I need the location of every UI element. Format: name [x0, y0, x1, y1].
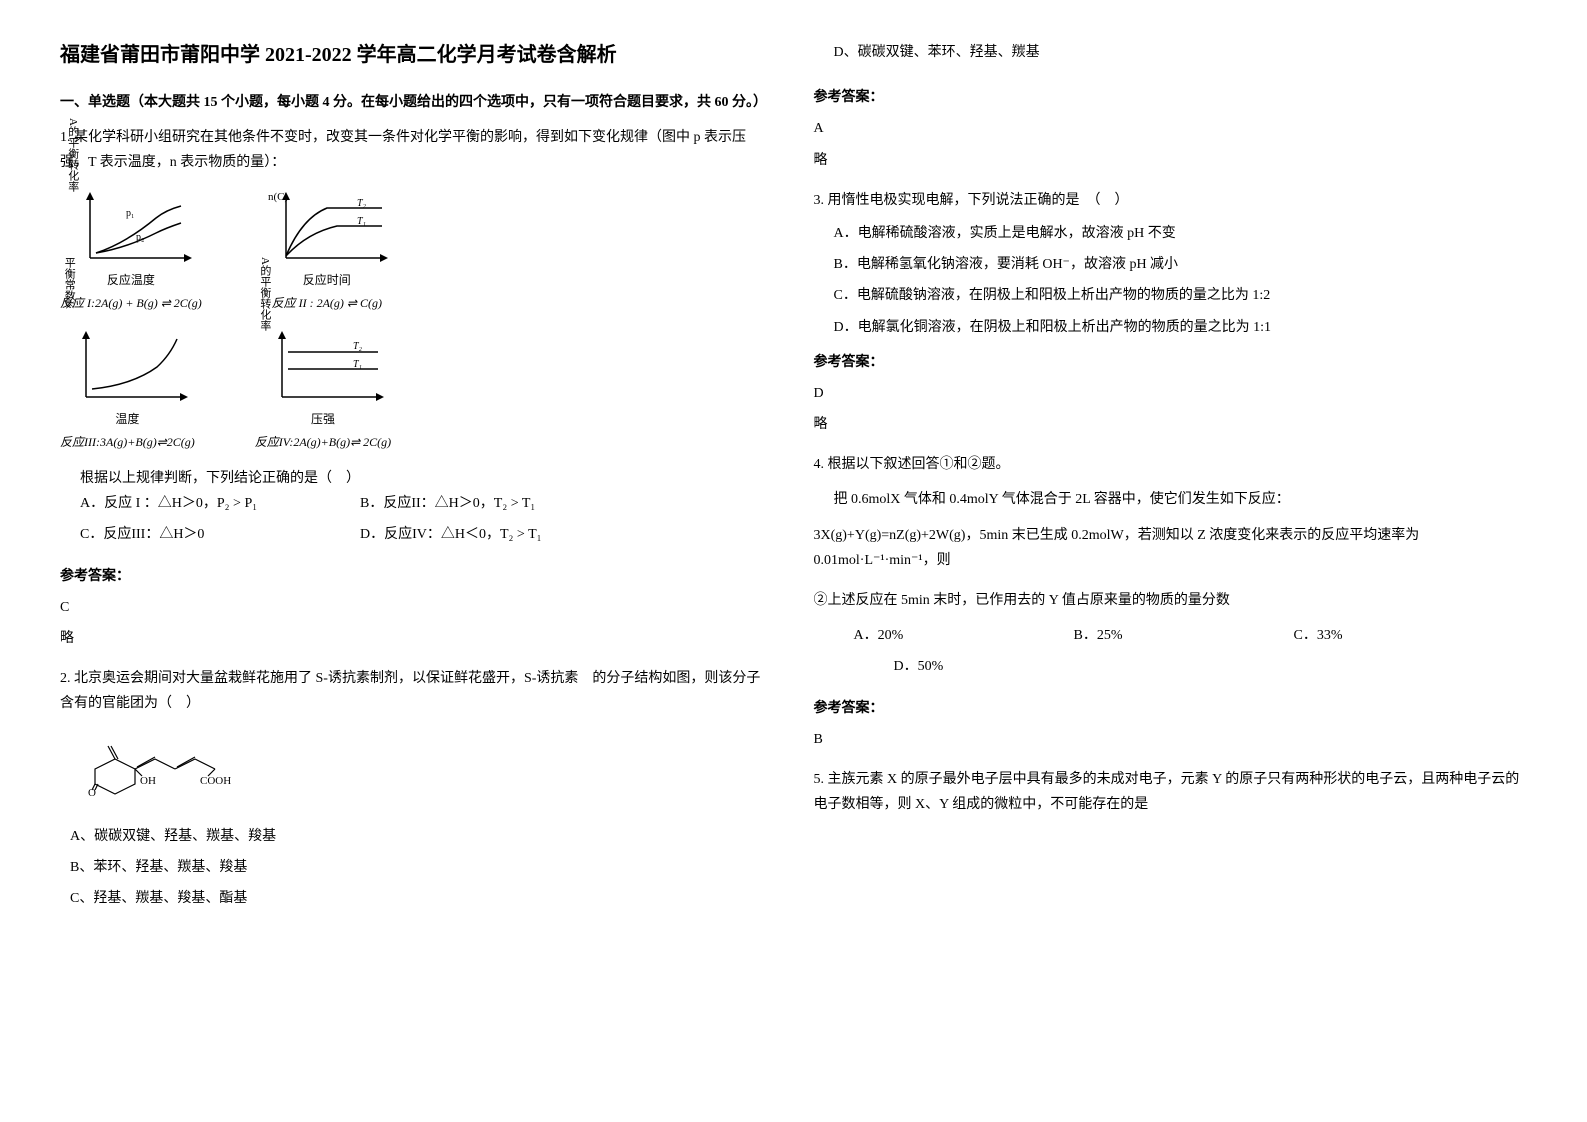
q2-optA: A、碳碳双键、羟基、羰基、羧基 [70, 824, 774, 849]
svg-text:T₁: T₁ [353, 359, 362, 370]
svg-text:OH: OH [140, 775, 156, 787]
q1-fig1: p₁ p₂ A的平衡转化率 反应温度 反应 I:2A(g) + B(g) ⇌ 2… [60, 188, 202, 315]
question-5: 5. 主族元素 X 的原子最外电子层中具有最多的未成对电子，元素 Y 的原子只有… [814, 767, 1528, 817]
q4-optB: B．25% [1074, 623, 1254, 648]
svg-text:T₁: T₁ [357, 216, 366, 227]
svg-text:T₂: T₂ [357, 198, 367, 209]
fig1-ylabel: A的平衡转化率 [62, 118, 82, 192]
fig2-svg: T₂ T₁ n(C) [262, 188, 392, 268]
q4-sub2: 3X(g)+Y(g)=nZ(g)+2W(g)，5min 末已生成 0.2molW… [814, 523, 1528, 573]
fig1-svg: p₁ p₂ [66, 188, 196, 268]
fig3-ylabel: 平衡常数K [58, 257, 78, 309]
svg-text:n(C): n(C) [268, 191, 289, 203]
q1-optB: B．反应II：△H＞0，T₂ > T₁ [360, 491, 600, 516]
fig2-caption: 反应 II : 2A(g) ⇌ C(g) [272, 293, 382, 315]
fig3-xlabel: 温度 [115, 409, 139, 431]
q3-text: 3. 用惰性电极实现电解，下列说法正确的是 （ ） [814, 188, 1528, 213]
q2-optC: C、羟基、羰基、羧基、酯基 [70, 886, 774, 911]
question-2: 2. 北京奥运会期间对大量盆栽鲜花施用了 S-诱抗素制剂，以保证鲜花盛开，S-诱… [60, 666, 774, 911]
left-column: 福建省莆田市莆阳中学 2021-2022 学年高二化学月考试卷含解析 一、单选题… [60, 40, 774, 926]
q4-text: 4. 根据以下叙述回答①和②题。 [814, 452, 1528, 477]
q4-sub3: ②上述反应在 5min 末时，已作用去的 Y 值占原来量的物质的量分数 [814, 588, 1528, 613]
q1-optD: D．反应IV：△H＜0，T₂ > T₁ [360, 522, 600, 547]
fig1-caption: 反应 I:2A(g) + B(g) ⇌ 2C(g) [60, 293, 202, 315]
fig4-caption: 反应IV:2A(g)+B(g)⇌ 2C(g) [255, 432, 391, 454]
q2-optB: B、苯环、羟基、羰基、羧基 [70, 855, 774, 880]
svg-text:T₂: T₂ [353, 341, 363, 352]
q1-fig2: T₂ T₁ n(C) 反应时间 反应 II : 2A(g) ⇌ C(g) [262, 188, 392, 315]
page-title: 福建省莆田市莆阳中学 2021-2022 学年高二化学月考试卷含解析 [60, 40, 774, 70]
question-1: 1. 某化学科研小组研究在其他条件不变时，改变其一条件对化学平衡的影响，得到如下… [60, 125, 774, 651]
q1-figures-row1: p₁ p₂ A的平衡转化率 反应温度 反应 I:2A(g) + B(g) ⇌ 2… [60, 188, 774, 315]
q4-answer-label: 参考答案： [814, 696, 1528, 721]
svg-text:p₁: p₁ [126, 208, 135, 219]
q1-optC: C．反应III：△H＞0 [80, 522, 320, 547]
q2-structure: O OH COOH [80, 734, 260, 804]
q1-fig4: T₂ T₁ A的平衡转化率 压强 反应IV:2A(g)+B(g)⇌ 2C(g) [255, 327, 391, 454]
q4-optA: A．20% [854, 623, 1034, 648]
svg-text:COOH: COOH [200, 775, 231, 787]
q3-optB: B．电解稀氢氧化钠溶液，要消耗 OH⁻，故溶液 pH 减小 [834, 252, 1528, 277]
fig4-xlabel: 压强 [311, 409, 335, 431]
q1-text: 1. 某化学科研小组研究在其他条件不变时，改变其一条件对化学平衡的影响，得到如下… [60, 125, 774, 175]
q3-optD: D．电解氯化铜溶液，在阴极上和阳极上析出产物的物质的量之比为 1:1 [834, 315, 1528, 340]
fig4-svg: T₂ T₁ [258, 327, 388, 407]
q3-optC: C．电解硫酸钠溶液，在阴极上和阳极上析出产物的物质的量之比为 1:2 [834, 283, 1528, 308]
q2-answer-label: 参考答案： [814, 85, 1528, 110]
q2-text: 2. 北京奥运会期间对大量盆栽鲜花施用了 S-诱抗素制剂，以保证鲜花盛开，S-诱… [60, 666, 774, 716]
svg-text:p₂: p₂ [136, 232, 145, 243]
q4-optC: C．33% [1294, 623, 1474, 648]
fig2-xlabel: 反应时间 [303, 270, 351, 292]
fig4-ylabel: A的平衡转化率 [254, 257, 274, 331]
section-header: 一、单选题（本大题共 15 个小题，每小题 4 分。在每小题给出的四个选项中，只… [60, 90, 774, 115]
q1-fig3: 平衡常数K 温度 反应III:3A(g)+B(g)⇌2C(g) [60, 327, 195, 454]
q1-answer: C [60, 595, 774, 620]
question-4: 4. 根据以下叙述回答①和②题。 把 0.6molX 气体和 0.4molY 气… [814, 452, 1528, 752]
q4-optD: D．50% [894, 654, 944, 679]
q1-subtext: 根据以上规律判断，下列结论正确的是（ ） [80, 466, 774, 491]
q1-answer-label: 参考答案： [60, 564, 774, 589]
q3-answer: D [814, 381, 1528, 406]
q3-answer-label: 参考答案： [814, 350, 1528, 375]
q2-answer: A [814, 116, 1528, 141]
question-3: 3. 用惰性电极实现电解，下列说法正确的是 （ ） A．电解稀硫酸溶液，实质上是… [814, 188, 1528, 438]
q1-figures-row2: 平衡常数K 温度 反应III:3A(g)+B(g)⇌2C(g) T₂ T₁ [60, 327, 774, 454]
q4-options: A．20% B．25% C．33% [854, 623, 1528, 654]
q3-optA: A．电解稀硫酸溶液，实质上是电解水，故溶液 pH 不变 [834, 221, 1528, 246]
q2-explain: 略 [814, 148, 1528, 173]
q5-text: 5. 主族元素 X 的原子最外电子层中具有最多的未成对电子，元素 Y 的原子只有… [814, 767, 1528, 817]
q4-answer: B [814, 727, 1528, 752]
fig1-xlabel: 反应温度 [107, 270, 155, 292]
right-column: D、碳碳双键、苯环、羟基、羰基 参考答案： A 略 3. 用惰性电极实现电解，下… [814, 40, 1528, 926]
q1-explain: 略 [60, 626, 774, 651]
q1-optA: A．反应 I ：△H＞0，P₂ > P₁ [80, 491, 320, 516]
q4-sub1: 把 0.6molX 气体和 0.4molY 气体混合于 2L 容器中，使它们发生… [834, 487, 1528, 512]
q1-options: A．反应 I ：△H＞0，P₂ > P₁ B．反应II：△H＞0，T₂ > T₁ [80, 491, 774, 522]
fig3-svg [62, 327, 192, 407]
fig3-caption: 反应III:3A(g)+B(g)⇌2C(g) [60, 432, 195, 454]
q2-optD: D、碳碳双键、苯环、羟基、羰基 [834, 40, 1528, 65]
q3-explain: 略 [814, 412, 1528, 437]
